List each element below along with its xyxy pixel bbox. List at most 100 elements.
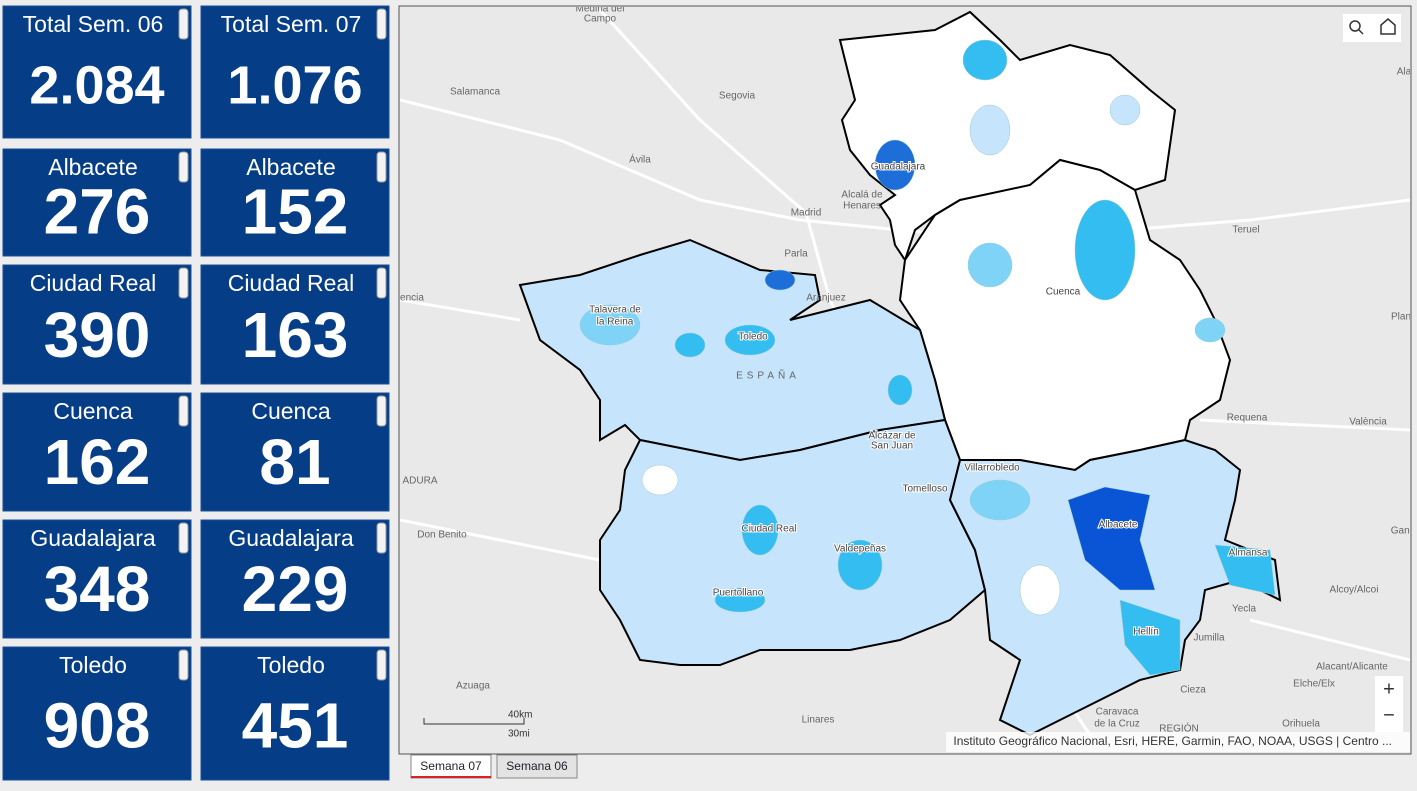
map-label: Requena xyxy=(1227,413,1268,424)
map-label: Aranjuez xyxy=(806,293,845,304)
card-title: Guadalajara xyxy=(228,525,354,551)
card xyxy=(2,519,192,639)
map-label: Henares xyxy=(843,201,881,212)
card xyxy=(200,264,390,385)
card-value: 1.076 xyxy=(227,55,362,115)
card-value: 390 xyxy=(44,299,151,371)
scale-mi: 30mi xyxy=(508,729,530,740)
zoom-out[interactable]: − xyxy=(1383,704,1395,726)
card-title: Cuenca xyxy=(251,398,330,424)
map-label: Yecla xyxy=(1232,604,1257,615)
map-label: Madrid xyxy=(791,208,822,219)
map-label: Toledo xyxy=(738,332,768,343)
scale-bar: 40km 30mi xyxy=(423,710,532,740)
card-title: Guadalajara xyxy=(30,525,156,551)
scroll-thumb xyxy=(376,151,387,183)
municipalities xyxy=(579,39,1276,676)
map-label: Salamanca xyxy=(450,87,500,98)
tab-label[interactable]: Semana 07 xyxy=(420,759,482,773)
card-value: 81 xyxy=(259,426,330,498)
map-label: Talavera de xyxy=(589,305,641,316)
scroll-thumb xyxy=(178,522,189,554)
scroll-thumb xyxy=(376,8,387,40)
map-label: ESPAÑA xyxy=(736,369,800,382)
toolbar xyxy=(1343,14,1401,42)
card xyxy=(200,646,390,781)
map-label: València xyxy=(1349,417,1387,428)
attribution-bg xyxy=(946,732,1410,752)
card-value: 348 xyxy=(44,553,151,625)
map-label: Almansa xyxy=(1229,548,1268,559)
ciudad-real xyxy=(599,418,987,666)
card-value: 908 xyxy=(44,690,151,762)
map-label: Cuenca xyxy=(1046,287,1081,298)
map-label: Valdepeñas xyxy=(834,544,886,555)
zoom-box xyxy=(1375,676,1403,732)
map-label: Plan xyxy=(1391,312,1411,323)
albacete xyxy=(948,438,1282,737)
map-label: Segovia xyxy=(719,91,756,102)
card-value: 162 xyxy=(44,426,151,498)
card-title: Ciudad Real xyxy=(30,270,157,296)
map-label: Linares xyxy=(802,715,835,726)
scroll-thumb xyxy=(178,649,189,681)
map-label: Alcalá de xyxy=(841,190,883,201)
tabs: Semana 07 Semana 06 xyxy=(410,754,578,779)
card xyxy=(200,5,390,139)
card xyxy=(2,5,192,139)
scroll-thumb xyxy=(178,267,189,299)
card-title: Total Sem. 07 xyxy=(221,11,362,37)
map-label: encia xyxy=(400,293,424,304)
card xyxy=(200,148,390,257)
map-label: Villarrobledo xyxy=(964,463,1020,474)
card-title: Toledo xyxy=(59,652,127,678)
map-label: Alcázar de xyxy=(868,431,916,442)
map-label: Guadalajara xyxy=(871,162,926,173)
search-button[interactable] xyxy=(1349,20,1361,32)
map-label: de la Cruz xyxy=(1094,719,1140,730)
map-label: Orihuela xyxy=(1282,719,1320,730)
card-value: 451 xyxy=(242,690,349,762)
map-label: Caravaca xyxy=(1096,707,1139,718)
card xyxy=(2,148,192,257)
map-label: Gand xyxy=(1391,526,1415,537)
zoom-in[interactable]: + xyxy=(1383,678,1395,700)
map-label: Albacete xyxy=(1099,520,1138,531)
card xyxy=(200,392,390,512)
map-label: Ala xyxy=(1397,67,1412,78)
map-label: Tomelloso xyxy=(902,484,947,495)
card-title: Albacete xyxy=(246,154,336,180)
map-label: REGIÓN xyxy=(1159,722,1198,735)
card xyxy=(2,646,192,781)
card-value: 163 xyxy=(242,299,349,371)
card-title: Cuenca xyxy=(53,398,132,424)
map-label: Cieza xyxy=(1180,685,1206,696)
home-button[interactable] xyxy=(1380,18,1396,35)
map-label: Puertollano xyxy=(713,588,764,599)
card-value: 152 xyxy=(242,175,349,247)
card-value: 229 xyxy=(242,553,349,625)
map-tools[interactable]: + − xyxy=(1343,14,1403,732)
map-label: Don Benito xyxy=(417,530,467,541)
map-label: Ávila xyxy=(629,153,651,166)
search-icon xyxy=(1358,29,1364,35)
card xyxy=(2,264,192,385)
card-title: Albacete xyxy=(48,154,138,180)
card-value: 2.084 xyxy=(29,55,164,115)
scroll-thumb xyxy=(376,267,387,299)
map-label: Alcoy/Alcoi xyxy=(1330,585,1379,596)
map-label: ADURA xyxy=(402,476,437,487)
scroll-thumb xyxy=(376,395,387,427)
map-label: Medina del xyxy=(576,4,625,15)
card-value: 276 xyxy=(44,175,151,247)
card-title: Total Sem. 06 xyxy=(23,11,164,37)
tab[interactable] xyxy=(496,754,578,779)
card-title: Toledo xyxy=(257,652,325,678)
scale-km: 40km xyxy=(508,710,532,721)
tab-label[interactable]: Semana 06 xyxy=(506,759,568,773)
scroll-thumb xyxy=(376,522,387,554)
map-label: Azuaga xyxy=(456,681,490,692)
card-title: Ciudad Real xyxy=(228,270,355,296)
